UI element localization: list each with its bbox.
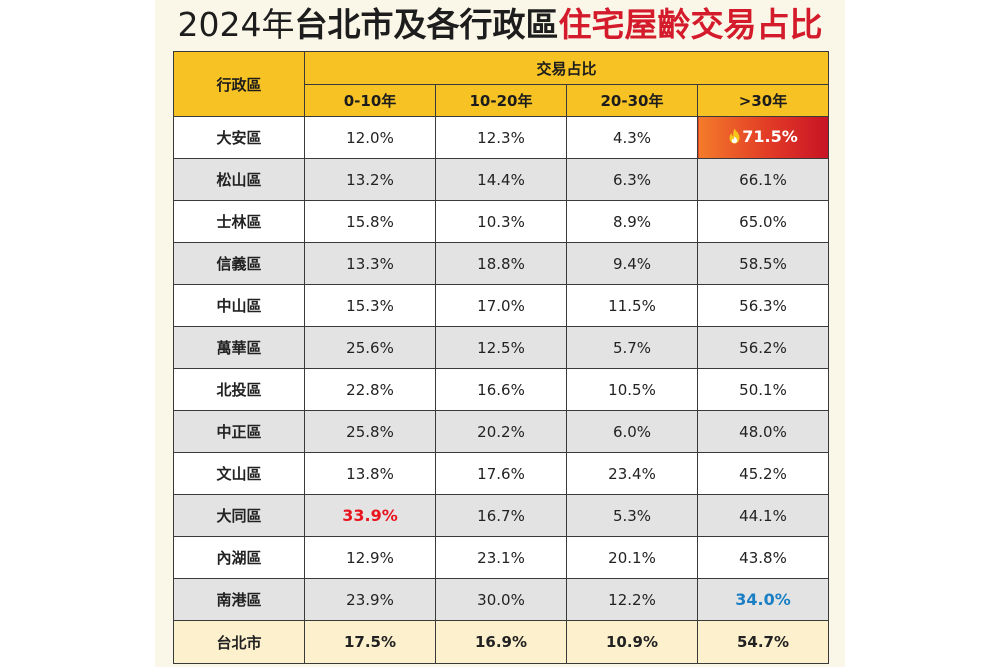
- table-row: 士林區 15.8% 10.3% 8.9% 65.0%: [173, 200, 829, 243]
- value-cell: 11.5%: [566, 284, 698, 327]
- table-row: 北投區 22.8% 16.6% 10.5% 50.1%: [173, 368, 829, 411]
- value-cell: 45.2%: [697, 452, 829, 495]
- value-cell: 23.9%: [304, 578, 436, 621]
- value-cell: 13.2%: [304, 158, 436, 201]
- value-cell: 20.1%: [566, 536, 698, 579]
- transaction-share-table: 行政區 交易占比 0-10年 10-20年 20-30年 >30年 大安區 12.…: [173, 51, 829, 664]
- group-header-cell: 交易占比: [304, 51, 829, 85]
- value-cell: 15.8%: [304, 200, 436, 243]
- value-cell: 5.7%: [566, 326, 698, 369]
- district-name-cell: 南港區: [173, 578, 305, 621]
- district-name-cell: 北投區: [173, 368, 305, 411]
- page-title: 2024年台北市及各行政區住宅屋齡交易占比: [160, 4, 840, 46]
- value-cell: 12.3%: [435, 116, 567, 159]
- value-cell: 16.6%: [435, 368, 567, 411]
- table-row: 信義區 13.3% 18.8% 9.4% 58.5%: [173, 242, 829, 285]
- table-row: 內湖區 12.9% 23.1% 20.1% 43.8%: [173, 536, 829, 579]
- value-cell: 65.0%: [697, 200, 829, 243]
- value-cell: 66.1%: [697, 158, 829, 201]
- value-cell: 13.8%: [304, 452, 436, 495]
- value-cell: 43.8%: [697, 536, 829, 579]
- value-cell: 23.1%: [435, 536, 567, 579]
- value-cell: 20.2%: [435, 410, 567, 453]
- district-name-cell: 文山區: [173, 452, 305, 495]
- district-name-cell: 內湖區: [173, 536, 305, 579]
- value-cell: 10.5%: [566, 368, 698, 411]
- column-header: 20-30年: [566, 84, 698, 117]
- table-row: 松山區 13.2% 14.4% 6.3% 66.1%: [173, 158, 829, 201]
- value-cell: 25.8%: [304, 410, 436, 453]
- value-cell: 12.0%: [304, 116, 436, 159]
- total-value: 17.5%: [304, 620, 436, 664]
- value-cell: 14.4%: [435, 158, 567, 201]
- value-cell: 6.3%: [566, 158, 698, 201]
- district-name-cell: 中山區: [173, 284, 305, 327]
- column-header: 0-10年: [304, 84, 436, 117]
- value-cell: 12.9%: [304, 536, 436, 579]
- value-cell: 23.4%: [566, 452, 698, 495]
- value-cell: 18.8%: [435, 242, 567, 285]
- value-cell: 22.8%: [304, 368, 436, 411]
- table-body: 大安區 12.0% 12.3% 4.3% 71.5% 松山區 13.2% 14.4% 6.3% 6…: [173, 116, 829, 621]
- row-header-cell: 行政區: [173, 51, 305, 117]
- value-cell: 5.3%: [566, 494, 698, 537]
- flame-icon: [728, 128, 741, 148]
- value-cell: 58.5%: [697, 242, 829, 285]
- highlighted-value-cell: 33.9%: [304, 494, 436, 537]
- value-cell: 16.7%: [435, 494, 567, 537]
- total-label: 台北市: [173, 620, 305, 664]
- highlighted-value-cell: 71.5%: [697, 116, 829, 159]
- column-header: >30年: [697, 84, 829, 117]
- table-row: 中山區 15.3% 17.0% 11.5% 56.3%: [173, 284, 829, 327]
- value-cell: 10.3%: [435, 200, 567, 243]
- value-cell: 15.3%: [304, 284, 436, 327]
- value-cell: 17.0%: [435, 284, 567, 327]
- value-cell: 12.2%: [566, 578, 698, 621]
- district-name-cell: 大安區: [173, 116, 305, 159]
- table-row: 文山區 13.8% 17.6% 23.4% 45.2%: [173, 452, 829, 495]
- table-row: 南港區 23.9% 30.0% 12.2% 34.0%: [173, 578, 829, 621]
- district-name-cell: 中正區: [173, 410, 305, 453]
- district-name-cell: 松山區: [173, 158, 305, 201]
- district-name-cell: 信義區: [173, 242, 305, 285]
- total-value: 10.9%: [566, 620, 698, 664]
- highlighted-value-cell: 34.0%: [697, 578, 829, 621]
- title-main: 台北市及各行政區: [294, 5, 559, 44]
- table-row: 大同區 33.9% 16.7% 5.3% 44.1%: [173, 494, 829, 537]
- title-highlight: 住宅屋齡交易占比: [558, 5, 823, 44]
- value-cell: 48.0%: [697, 410, 829, 453]
- district-name-cell: 士林區: [173, 200, 305, 243]
- value-cell: 9.4%: [566, 242, 698, 285]
- total-value: 16.9%: [435, 620, 567, 664]
- value-cell: 4.3%: [566, 116, 698, 159]
- value-cell: 6.0%: [566, 410, 698, 453]
- value-cell: 13.3%: [304, 242, 436, 285]
- value-cell: 8.9%: [566, 200, 698, 243]
- title-year: 2024年: [177, 5, 295, 44]
- district-name-cell: 大同區: [173, 494, 305, 537]
- value-cell: 12.5%: [435, 326, 567, 369]
- column-header: 10-20年: [435, 84, 567, 117]
- table-row: 大安區 12.0% 12.3% 4.3% 71.5%: [173, 116, 829, 159]
- table-row: 中正區 25.8% 20.2% 6.0% 48.0%: [173, 410, 829, 453]
- max-value-text: 71.5%: [742, 127, 798, 146]
- value-cell: 44.1%: [697, 494, 829, 537]
- district-name-cell: 萬華區: [173, 326, 305, 369]
- value-cell: 56.3%: [697, 284, 829, 327]
- table-row: 萬華區 25.6% 12.5% 5.7% 56.2%: [173, 326, 829, 369]
- value-cell: 25.6%: [304, 326, 436, 369]
- value-cell: 17.6%: [435, 452, 567, 495]
- value-cell: 30.0%: [435, 578, 567, 621]
- value-cell: 50.1%: [697, 368, 829, 411]
- total-value: 54.7%: [697, 620, 829, 664]
- value-cell: 56.2%: [697, 326, 829, 369]
- total-row: 台北市 17.5% 16.9% 10.9% 54.7%: [173, 620, 829, 664]
